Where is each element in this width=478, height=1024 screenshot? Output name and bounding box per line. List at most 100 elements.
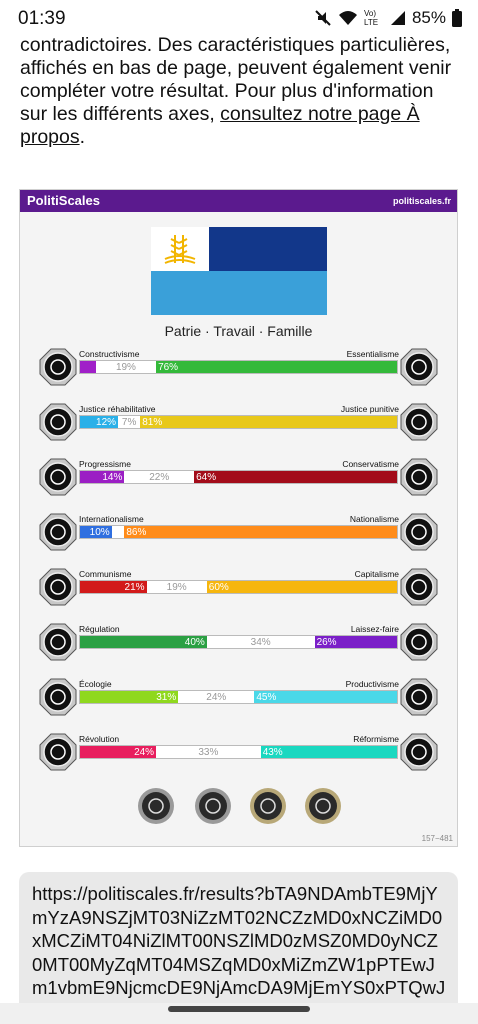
mute-icon [315, 10, 331, 26]
axis-left-label: Révolution [79, 734, 120, 744]
status-time: 01:39 [18, 8, 66, 29]
landscape-icon [400, 733, 438, 771]
axis-right-label: Laissez-faire [350, 624, 399, 634]
axis-left-label: Constructivisme [79, 349, 140, 359]
quill-icon [400, 458, 438, 496]
axis-bar: 14% 22% 64% [79, 470, 398, 484]
axis-left-segment [80, 361, 96, 373]
axis-left-label: Progressisme [79, 459, 131, 469]
battery-icon [452, 9, 462, 27]
axis-row: Progressisme Conservatisme 14% 22% 64% [20, 457, 457, 497]
axis-bar: 31% 24% 45% [79, 690, 398, 704]
axis-left-label: Communisme [79, 569, 132, 579]
axis-row: Écologie Productivisme 31% 24% 45% [20, 677, 457, 717]
axis-right-label: Conservatisme [342, 459, 399, 469]
network-label: Vo) LTE [363, 9, 379, 27]
axis-row: Internationalisme Nationalisme 10% 86% [20, 512, 457, 552]
badge-ship-wheel-icon [250, 788, 286, 824]
intro-end: . [79, 126, 86, 148]
axis-neutral-segment: 33% [156, 746, 261, 758]
axis-bar: 24% 33% 43% [79, 745, 398, 759]
butterfly-icon [400, 623, 438, 661]
axis-neutral-segment [111, 526, 125, 538]
result-url-box[interactable]: https://politiscales.fr/results?bTA9NDAm… [19, 872, 458, 1024]
signal-icon [390, 11, 405, 25]
progress-icon [39, 458, 77, 496]
axis-bar: 19% 76% [79, 360, 398, 374]
axis-row: Constructivisme Essentialisme 19% 76% [20, 347, 457, 387]
factory-icon [400, 678, 438, 716]
axis-neutral-segment: 19% [95, 361, 157, 373]
handshake-icon [39, 403, 77, 441]
axis-row: Régulation Laissez-faire 40% 34% 26% [20, 622, 457, 662]
axis-row: Communisme Capitalisme 21% 19% 60% [20, 567, 457, 607]
axis-neutral-segment: 19% [146, 581, 207, 593]
brand-url: politiscales.fr [392, 196, 451, 206]
axis-right-segment: 45% [254, 691, 397, 703]
axis-left-segment: 31% [80, 691, 179, 703]
wheat-emblem-icon [164, 235, 196, 264]
axis-bar: 40% 34% 26% [79, 635, 398, 649]
result-url[interactable]: https://politiscales.fr/results?bTA9NDAm… [32, 883, 446, 1022]
axis-left-segment: 21% [80, 581, 147, 593]
badges-row [20, 787, 457, 827]
result-code: 157−481 [421, 834, 453, 843]
axis-left-label: Écologie [79, 679, 112, 689]
axis-neutral-segment: 34% [206, 636, 315, 648]
leaf-icon [39, 678, 77, 716]
axis-row: Justice réhabilitative Justice punitive 12… [20, 402, 457, 442]
axis-left-segment: 40% [80, 636, 207, 648]
badge-globe-icon [138, 788, 174, 824]
axis-right-label: Capitalisme [354, 569, 399, 579]
axis-bar: 21% 19% 60% [79, 580, 398, 594]
status-bar: 01:39 Vo) LTE 85% [0, 0, 478, 40]
axis-neutral-segment: 24% [178, 691, 255, 703]
intro-paragraph: contradictoires. Des caractéristiques pa… [20, 34, 460, 149]
axis-neutral-segment: 22% [124, 471, 195, 483]
axis-right-segment: 76% [156, 361, 397, 373]
badge-eye-pyramid-icon [195, 788, 231, 824]
badge-temple-icon [305, 788, 341, 824]
battery-percent: 85% [411, 8, 446, 27]
sun-icon [400, 568, 438, 606]
navigation-bar [0, 1003, 478, 1024]
axis-right-label: Essentialisme [346, 349, 399, 359]
axis-row: Révolution Réformisme 24% 33% 43% [20, 732, 457, 772]
axis-left-segment: 24% [80, 746, 157, 758]
slogan: Patrie · Travail · Famille [164, 323, 313, 339]
results-card: PolitiScales politiscales.fr Patrie · Tr… [19, 189, 458, 847]
axis-left-segment: 12% [80, 416, 119, 428]
axis-right-segment: 86% [124, 526, 397, 538]
ideology-flag [151, 227, 327, 315]
intro-text: contradictoires. Des caractéristiques pa… [20, 34, 452, 125]
home-gesture-handle[interactable] [168, 1006, 310, 1012]
brand-title: PolitiScales [27, 193, 100, 208]
axis-neutral-segment: 7% [118, 416, 141, 428]
wifi-icon [338, 11, 357, 25]
axis-right-label: Productivisme [345, 679, 399, 689]
axis-bar: 12% 7% 81% [79, 415, 398, 429]
axis-right-segment: 64% [194, 471, 397, 483]
axis-left-label: Justice réhabilitative [79, 404, 156, 414]
axis-left-label: Internationalisme [79, 514, 144, 524]
axis-right-label: Réformisme [353, 734, 399, 744]
constructivism-icon [39, 348, 77, 386]
essentialism-icon [400, 348, 438, 386]
fist-icon [39, 733, 77, 771]
axis-right-segment: 60% [206, 581, 397, 593]
card-header: PolitiScales politiscales.fr [20, 190, 457, 212]
flag-icon [400, 513, 438, 551]
axis-right-label: Justice punitive [340, 404, 399, 414]
axis-left-segment: 10% [80, 526, 112, 538]
regulation-icon [39, 623, 77, 661]
axis-left-label: Régulation [79, 624, 120, 634]
axis-right-label: Nationalisme [349, 514, 399, 524]
hammer-sickle-icon [39, 568, 77, 606]
axis-right-segment: 81% [140, 416, 397, 428]
globe-icon [39, 513, 77, 551]
prison-bars-icon [400, 403, 438, 441]
axis-bar: 10% 86% [79, 525, 398, 539]
about-page-link[interactable]: consultez notre page À propos [20, 103, 420, 148]
axis-left-segment: 14% [80, 471, 125, 483]
axis-right-segment: 43% [260, 746, 397, 758]
